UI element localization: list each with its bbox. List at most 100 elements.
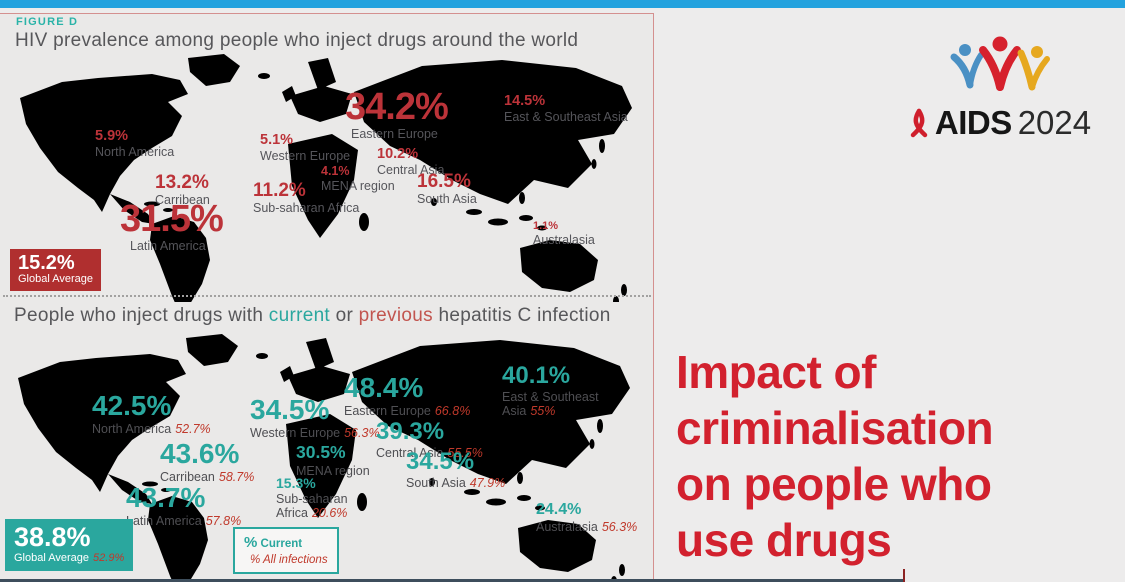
region-name: MENA region bbox=[321, 178, 395, 193]
legend-all-label: All infections bbox=[263, 553, 328, 566]
map1-region-central-asia: 10.2% Central Asia bbox=[377, 147, 444, 177]
region-name-row: South Asia 47.9% bbox=[406, 476, 505, 490]
region-current-value: 15.3% bbox=[276, 475, 316, 491]
region-value: 10.2% bbox=[377, 146, 419, 162]
region-name-row: Australasia 56.3% bbox=[536, 520, 637, 534]
map1-region-mena: 4.1% MENA region bbox=[321, 165, 395, 193]
logo-aids-text: AIDS bbox=[934, 104, 1012, 141]
global-average-badge-hcv: 38.8% Global Average 52.9% bbox=[5, 519, 134, 572]
map1-region-latin-america: 31.5% Latin America bbox=[120, 198, 224, 254]
region-all-value: 20.6% bbox=[311, 506, 348, 521]
region-current-value: 34.5% bbox=[250, 394, 330, 425]
slide-top-bar bbox=[0, 0, 1125, 8]
slide-title-line: criminalisation bbox=[676, 402, 994, 454]
global-average-label: Global Average bbox=[18, 273, 94, 285]
region-all-value: 56.3% bbox=[344, 426, 380, 440]
logo-year-text: 2024 bbox=[1017, 104, 1092, 141]
region-name-row: MENA region bbox=[296, 464, 370, 478]
region-name: South Asia bbox=[417, 192, 477, 206]
global-average-badge-hiv: 15.2% Global Average bbox=[10, 249, 102, 292]
region-name: Central Asia bbox=[376, 446, 444, 460]
region-name: Latin America bbox=[126, 514, 202, 528]
region-name: MENA region bbox=[296, 463, 370, 478]
global-average-all-value: 52.9% bbox=[93, 552, 125, 564]
map2-region-australasia: 24.4% Australasia 56.3% bbox=[536, 501, 637, 535]
region-name: Latin America bbox=[130, 239, 206, 253]
figure-tag: FIGURE D bbox=[16, 16, 79, 28]
map2-region-sub-saharan-africa: 15.3% Sub-saharan Africa 20.6% bbox=[276, 476, 366, 521]
map1-region-sub-saharan-africa: 11.2% Sub-saharan Africa bbox=[253, 181, 359, 216]
region-name: Australasia bbox=[536, 520, 598, 534]
region-value: 1.1% bbox=[533, 220, 559, 232]
region-all-value: 57.8% bbox=[205, 514, 242, 528]
aids-people-icon bbox=[950, 36, 1050, 91]
region-name: Carribean bbox=[155, 193, 210, 207]
region-all-value: 55.5% bbox=[447, 446, 483, 460]
region-name-row: Sub-saharan Africa 20.6% bbox=[276, 492, 366, 521]
region-name-row: North America 52.7% bbox=[92, 422, 211, 436]
region-name-row: Central Asia 55.5% bbox=[376, 446, 483, 460]
figure2-title-previous: previous bbox=[358, 305, 433, 326]
region-name-row: Latin America 57.8% bbox=[126, 514, 241, 528]
region-value: 31.5% bbox=[120, 198, 224, 240]
aids-2024-wordmark: AIDS 2024 bbox=[885, 104, 1115, 142]
region-name: Sub-saharan Africa bbox=[253, 201, 360, 215]
region-all-value: 66.8% bbox=[434, 404, 471, 418]
region-name-row: Carribean 58.7% bbox=[160, 470, 254, 484]
map1-region-north-america: 5.9% North America bbox=[95, 129, 174, 159]
region-value: 14.5% bbox=[504, 93, 546, 109]
legend-current-row: % Current bbox=[244, 533, 328, 553]
map2-region-east-southeast-asia: 40.1% East & Southeast Asia 55% bbox=[502, 364, 610, 419]
region-name: Australasia bbox=[533, 233, 595, 247]
region-value: 4.1% bbox=[321, 164, 350, 178]
percent-icon: % bbox=[250, 553, 261, 566]
region-name: North America bbox=[92, 422, 172, 436]
region-current-value: 43.6% bbox=[160, 438, 240, 469]
video-progress-bar[interactable] bbox=[0, 579, 904, 582]
region-current-value: 30.5% bbox=[296, 442, 346, 462]
video-playhead[interactable] bbox=[903, 569, 905, 582]
figure2-title-current: current bbox=[268, 305, 331, 326]
figure1-title-text: HIV prevalence among people who inject d… bbox=[15, 30, 579, 51]
map2-region-western-europe: 34.5% Western Europe 56.3% bbox=[250, 394, 380, 441]
region-name: Central Asia bbox=[377, 162, 445, 177]
dotted-divider bbox=[3, 295, 651, 297]
figure1-title: HIV prevalence among people who inject d… bbox=[15, 30, 578, 52]
map2-region-latin-america: 43.7% Latin America 57.8% bbox=[126, 482, 241, 529]
region-name-row: Western Europe 56.3% bbox=[250, 426, 380, 440]
region-name: Carribean bbox=[160, 470, 215, 484]
figure2-title-suffix: hepatitis C infection bbox=[432, 305, 611, 326]
map2-region-north-america: 42.5% North America 52.7% bbox=[92, 390, 211, 437]
slide-title-line: on people who bbox=[676, 458, 992, 510]
figure2-title-prefix: People who inject drugs with bbox=[14, 305, 269, 326]
region-name: Eastern Europe bbox=[351, 127, 438, 141]
region-all-value: 56.3% bbox=[601, 520, 638, 534]
slide-title: Impact of criminalisation on people who … bbox=[676, 344, 1125, 568]
region-name: East & Southeast Asia bbox=[502, 390, 599, 419]
global-average-label: Global Average bbox=[14, 552, 90, 564]
region-current-value: 39.3% bbox=[376, 418, 445, 445]
region-name: South Asia bbox=[406, 476, 466, 490]
map2-region-south-asia: 34.5% South Asia 47.9% bbox=[406, 450, 505, 491]
region-current-value: 40.1% bbox=[502, 362, 571, 389]
region-value: 11.2% bbox=[253, 180, 306, 201]
figure2-title-or: or bbox=[330, 305, 359, 326]
map2-region-carribean: 43.6% Carribean 58.7% bbox=[160, 438, 254, 485]
region-all-value: 52.7% bbox=[175, 422, 211, 436]
map1-region-western-europe: 5.1% Western Europe bbox=[260, 133, 350, 163]
region-all-value: 47.9% bbox=[469, 476, 506, 490]
region-current-value: 43.7% bbox=[126, 482, 206, 513]
region-value: 16.5% bbox=[417, 171, 471, 192]
region-name: Western Europe bbox=[260, 148, 351, 163]
region-name-row: East & Southeast Asia 55% bbox=[502, 390, 610, 419]
percent-icon: % bbox=[244, 534, 258, 551]
global-average-value: 15.2% bbox=[18, 252, 75, 274]
region-current-value: 42.5% bbox=[92, 390, 172, 421]
region-current-value: 24.4% bbox=[536, 501, 582, 518]
region-value: 13.2% bbox=[155, 172, 209, 193]
region-value: 5.9% bbox=[95, 128, 129, 144]
region-value: 5.1% bbox=[260, 132, 294, 148]
region-value: 34.2% bbox=[345, 86, 449, 128]
map2-region-central-asia: 39.3% Central Asia 55.5% bbox=[376, 418, 483, 461]
